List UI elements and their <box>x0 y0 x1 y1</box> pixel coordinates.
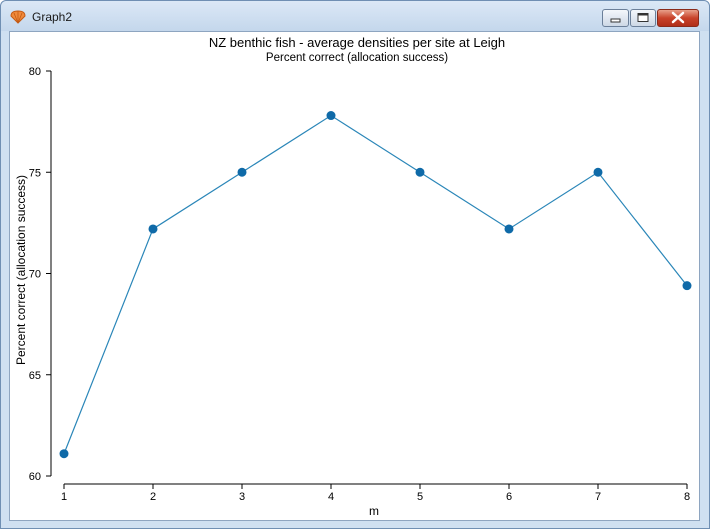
chart-subtitle: Percent correct (allocation success) <box>266 52 448 64</box>
x-tick-label: 5 <box>417 491 423 503</box>
data-point <box>237 167 247 177</box>
y-tick-label: 75 <box>29 167 41 179</box>
y-axis-label: Percent correct (allocation success) <box>14 175 28 365</box>
minimize-icon <box>610 18 621 23</box>
graph-canvas: NZ benthic fish - average densities per … <box>9 31 700 521</box>
x-tick-label: 1 <box>61 491 67 503</box>
data-point <box>504 224 514 234</box>
data-point <box>415 167 425 177</box>
window-title: Graph2 <box>32 10 73 24</box>
x-tick-label: 2 <box>150 491 156 503</box>
y-tick-label: 70 <box>29 269 41 281</box>
x-tick-label: 3 <box>239 491 245 503</box>
x-tick-label: 6 <box>506 491 512 503</box>
line-chart: NZ benthic fish - average densities per … <box>14 35 692 518</box>
data-point <box>682 281 692 291</box>
y-tick-label: 65 <box>29 370 41 382</box>
minimize-button[interactable] <box>602 9 629 27</box>
x-tick-label: 4 <box>328 491 334 503</box>
maximize-button[interactable] <box>630 9 656 27</box>
data-point <box>59 449 69 459</box>
data-point <box>593 167 603 177</box>
title-bar[interactable]: Graph2 <box>1 1 709 31</box>
data-point <box>148 224 158 234</box>
close-icon <box>671 11 685 24</box>
x-tick-label: 8 <box>684 491 690 503</box>
chart-title: NZ benthic fish - average densities per … <box>209 35 505 50</box>
close-button[interactable] <box>657 9 699 27</box>
x-axis-label: m <box>369 504 379 518</box>
maximize-icon <box>637 13 649 22</box>
y-tick-label: 60 <box>29 471 41 483</box>
series-line <box>63 114 688 454</box>
y-tick-label: 80 <box>29 66 41 78</box>
shell-icon <box>10 10 26 24</box>
x-tick-label: 7 <box>595 491 601 503</box>
data-point <box>326 111 336 121</box>
